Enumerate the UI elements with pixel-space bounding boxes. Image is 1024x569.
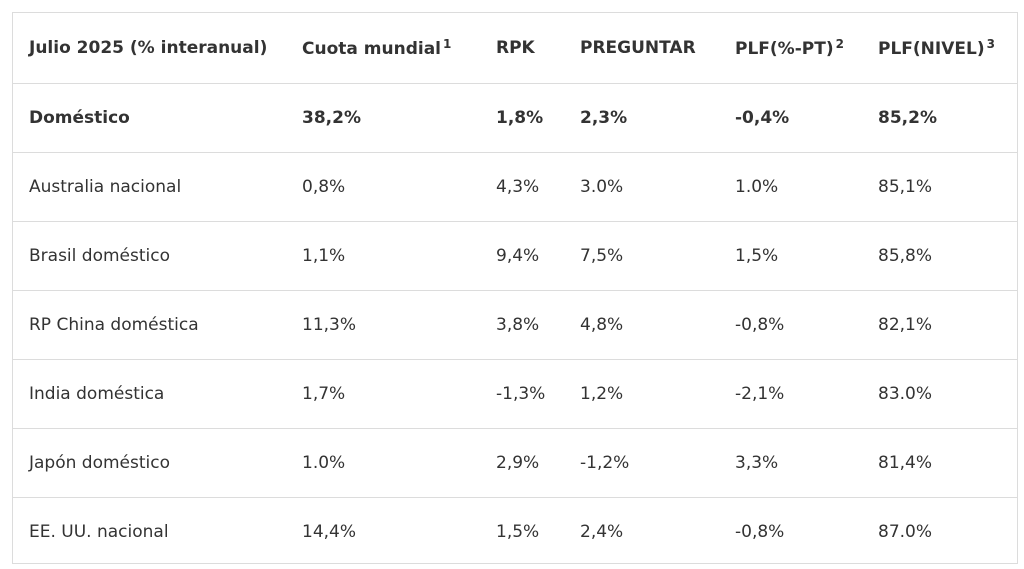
table-cell: -0,4%	[719, 83, 862, 153]
table-cell: 83.0%	[862, 359, 1017, 429]
table-cell: -2,1%	[719, 359, 862, 429]
table-cell: 3.0%	[564, 152, 719, 222]
table-cell: 1,8%	[480, 83, 564, 153]
table-cell: 3,3%	[719, 428, 862, 498]
table-cell: 82,1%	[862, 290, 1017, 360]
table-cell: 2,9%	[480, 428, 564, 498]
table-row: EE. UU. nacional 14,4% 1,5% 2,4% -0,8% 8…	[13, 498, 1017, 567]
table-cell: -0,8%	[735, 522, 785, 542]
table-cell: 85,2%	[862, 83, 1017, 153]
table-cell: 2,3%	[564, 83, 719, 153]
table-cell: 7,5%	[564, 221, 719, 291]
table-cell: 3,8%	[480, 290, 564, 360]
table-cell: Brasil doméstico	[13, 221, 286, 291]
table-row: Brasil doméstico 1,1% 9,4% 7,5% 1,5% 85,…	[13, 221, 1017, 291]
column-header-plf-level: PLF(NIVEL) 3	[862, 13, 1017, 84]
table-row: RP China doméstica 11,3% 3,8% 4,8% -0,8%…	[13, 290, 1017, 360]
table-cell: 1,5%	[496, 522, 540, 542]
table-row: Doméstico 38,2% 1,8% 2,3% -0,4% 85,2%	[13, 83, 1017, 153]
table-cell: 14,4%	[302, 522, 357, 542]
traffic-table: Julio 2025 (% interanual) Cuota mundial 1…	[13, 13, 1017, 566]
table-cell: 38,2%	[286, 83, 480, 153]
table-cell: 1,1%	[286, 221, 480, 291]
table-cell: 0,8%	[286, 152, 480, 222]
table-cell: 87.0%	[878, 522, 933, 542]
table-cell: -1,3%	[480, 359, 564, 429]
table-cell: 9,4%	[480, 221, 564, 291]
table-cell: 85,1%	[862, 152, 1017, 222]
column-header-rpk: RPK	[480, 13, 564, 84]
table-cell: 2,4%	[580, 522, 624, 542]
table-cell: 1.0%	[286, 428, 480, 498]
table-cell: 1,5%	[719, 221, 862, 291]
table-cell: EE. UU. nacional	[29, 522, 169, 542]
table-cell: India doméstica	[13, 359, 286, 429]
footnote-marker: 3	[986, 37, 995, 51]
table-cell: 1,2%	[564, 359, 719, 429]
table-cell: 85,8%	[862, 221, 1017, 291]
table-cell: 1,7%	[286, 359, 480, 429]
column-header-plf-pt: PLF(%-PT) 2	[719, 13, 862, 84]
data-table-container: Julio 2025 (% interanual) Cuota mundial 1…	[12, 12, 1018, 564]
table-cell: 81,4%	[862, 428, 1017, 498]
table-cell: Doméstico	[13, 83, 286, 153]
table-row: Australia nacional 0,8% 4,3% 3.0% 1.0% 8…	[13, 152, 1017, 222]
table-cell: RP China doméstica	[13, 290, 286, 360]
table-cell: 4,8%	[564, 290, 719, 360]
table-cell: Australia nacional	[13, 152, 286, 222]
footnote-marker: 1	[443, 37, 452, 51]
table-cell: 11,3%	[286, 290, 480, 360]
table-cell: 4,3%	[480, 152, 564, 222]
column-header-world-share: Cuota mundial 1	[286, 13, 480, 84]
table-cell: -1,2%	[564, 428, 719, 498]
table-header-row: Julio 2025 (% interanual) Cuota mundial 1…	[13, 13, 1017, 84]
table-row: India doméstica 1,7% -1,3% 1,2% -2,1% 83…	[13, 359, 1017, 429]
column-header-ask: PREGUNTAR	[564, 13, 719, 84]
table-cell: -0,8%	[719, 290, 862, 360]
footnote-marker: 2	[835, 37, 844, 51]
table-cell: 1.0%	[719, 152, 862, 222]
column-header-period: Julio 2025 (% interanual)	[13, 13, 286, 84]
table-row: Japón doméstico 1.0% 2,9% -1,2% 3,3% 81,…	[13, 428, 1017, 498]
table-cell: Japón doméstico	[13, 428, 286, 498]
